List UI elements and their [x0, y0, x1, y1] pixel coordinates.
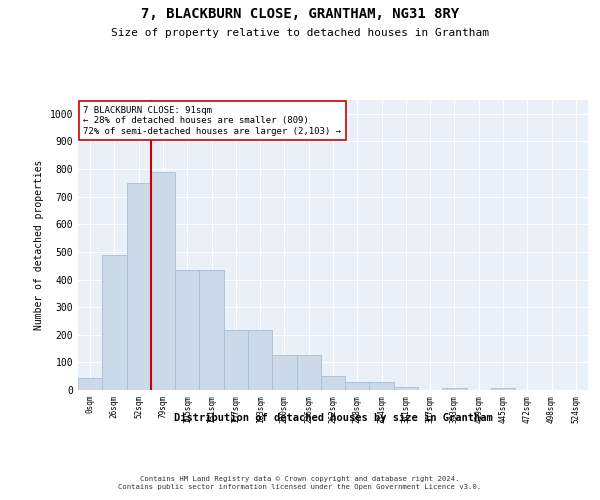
Bar: [370, 382, 394, 390]
Bar: [248, 330, 272, 390]
Bar: [296, 355, 321, 390]
Bar: [78, 378, 102, 390]
Bar: [394, 386, 418, 390]
Text: 7 BLACKBURN CLOSE: 91sqm
← 28% of detached houses are smaller (809)
72% of semi-: 7 BLACKBURN CLOSE: 91sqm ← 28% of detach…: [83, 106, 341, 136]
Text: Distribution of detached houses by size in Grantham: Distribution of detached houses by size …: [173, 412, 493, 422]
Bar: [199, 270, 224, 390]
Bar: [272, 355, 296, 390]
Bar: [321, 376, 345, 390]
Bar: [224, 330, 248, 390]
Bar: [491, 388, 515, 390]
Text: Size of property relative to detached houses in Grantham: Size of property relative to detached ho…: [111, 28, 489, 38]
Text: Contains HM Land Registry data © Crown copyright and database right 2024.
Contai: Contains HM Land Registry data © Crown c…: [118, 476, 482, 490]
Text: 7, BLACKBURN CLOSE, GRANTHAM, NG31 8RY: 7, BLACKBURN CLOSE, GRANTHAM, NG31 8RY: [141, 8, 459, 22]
Bar: [151, 172, 175, 390]
Bar: [102, 256, 127, 390]
Bar: [175, 270, 199, 390]
Bar: [127, 184, 151, 390]
Bar: [442, 388, 467, 390]
Y-axis label: Number of detached properties: Number of detached properties: [34, 160, 44, 330]
Bar: [345, 382, 370, 390]
